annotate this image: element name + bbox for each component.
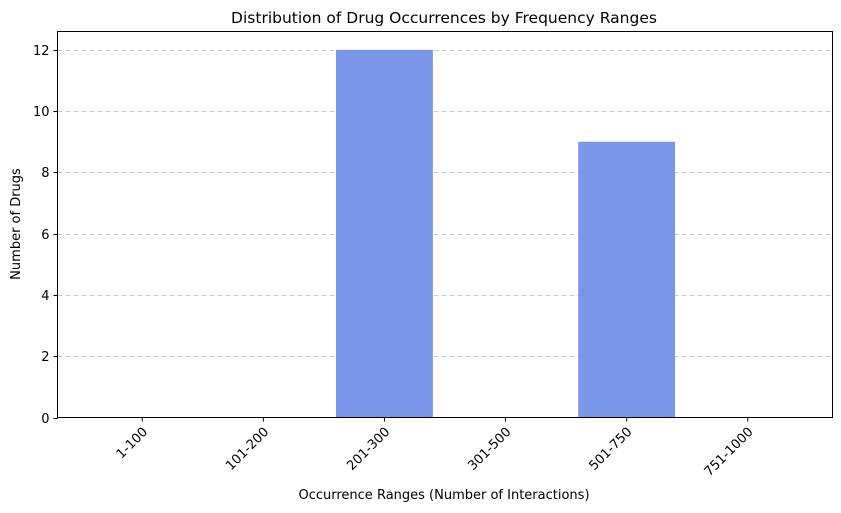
- y-tick-label: 10: [33, 105, 50, 120]
- y-tick-label: 2: [41, 350, 49, 365]
- x-tick-label: 751-1000: [702, 425, 757, 480]
- y-axis-label: Number of Drugs: [9, 168, 24, 280]
- x-tick-label: 501-750: [586, 425, 635, 474]
- bars: [336, 49, 676, 418]
- y-tick-label: 12: [33, 44, 50, 59]
- x-tick-label: 201-300: [344, 425, 393, 474]
- chart-title: Distribution of Drug Occurrences by Freq…: [231, 9, 657, 27]
- x-axis: 1-100 101-200 201-300 301-500 501-750 751-100…: [114, 417, 757, 480]
- bar-501-750: [578, 141, 676, 418]
- bar-201-300: [336, 49, 433, 418]
- y-tick-label: 0: [41, 412, 49, 427]
- y-axis: 0 2 4 6 8 10 12: [33, 44, 58, 427]
- x-tick-label: 301-500: [465, 425, 514, 474]
- y-tick-label: 4: [41, 289, 49, 304]
- x-axis-label: Occurrence Ranges (Number of Interaction…: [298, 488, 589, 503]
- y-tick-label: 6: [41, 228, 49, 243]
- plot-frame: [57, 31, 833, 418]
- x-tick-label: 1-100: [114, 425, 151, 462]
- y-tick-label: 8: [41, 166, 49, 181]
- y-gridlines: [57, 50, 833, 357]
- x-tick-label: 101-200: [223, 425, 272, 474]
